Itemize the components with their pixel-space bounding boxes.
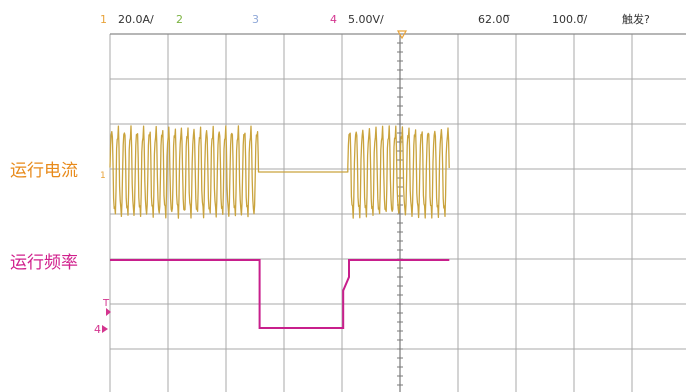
ch4-scale: 5.00V/ xyxy=(348,13,384,26)
ch4-ground-marker: 4 xyxy=(94,323,101,336)
ch4-number[interactable]: 4 xyxy=(330,13,337,26)
ch3-number[interactable]: 3 xyxy=(252,13,259,26)
trigger-status: 触发? xyxy=(622,12,650,26)
ch2-number[interactable]: 2 xyxy=(176,13,183,26)
current-label: 运行电流 xyxy=(10,161,78,181)
trigger-position-marker xyxy=(396,30,408,40)
graticule xyxy=(109,33,686,392)
frequency-waveform xyxy=(110,259,450,329)
ch1-number[interactable]: 1 xyxy=(100,13,107,26)
frequency-label: 运行频率 xyxy=(10,253,78,273)
channel-markers: T 4 1 xyxy=(94,171,111,336)
ch1-ground-marker: 1 xyxy=(100,171,106,181)
status-bar: 1 20.0A/ 2 3 4 5.00V/ 62.00̅ 100.0̅/ 触发? xyxy=(100,12,650,26)
ch4-arrow-icon xyxy=(102,325,108,333)
current-waveform xyxy=(109,125,450,219)
ch1-scale: 20.0A/ xyxy=(118,13,154,26)
time-position: 62.00̅ xyxy=(478,13,510,26)
trigger-level-marker: T xyxy=(102,298,110,309)
time-scale: 100.0̅/ xyxy=(552,13,587,26)
trigger-arrow-icon xyxy=(106,308,111,316)
